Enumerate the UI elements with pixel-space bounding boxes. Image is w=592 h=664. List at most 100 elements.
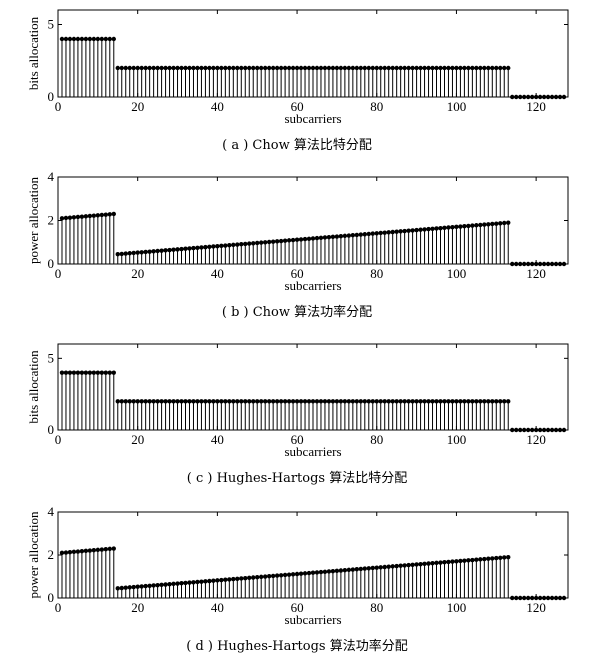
stem-marker <box>438 560 443 565</box>
stem-marker <box>462 399 467 404</box>
stem-marker <box>366 566 371 571</box>
stem-marker <box>446 225 451 230</box>
stem-marker <box>243 575 248 581</box>
stem-marker <box>462 224 467 229</box>
stem-marker <box>442 560 447 565</box>
stem-marker <box>354 232 360 238</box>
stem-marker <box>91 36 97 42</box>
stem-marker <box>474 557 479 562</box>
subplot-caption: ( a ) Chow 算法比特分配 <box>222 138 372 153</box>
stem-marker <box>354 399 360 404</box>
stem-marker <box>223 243 228 248</box>
stem-marker <box>298 237 304 242</box>
stem-marker <box>159 248 164 253</box>
stem-marker <box>486 222 491 227</box>
stem-marker <box>557 595 563 601</box>
stem-marker <box>143 399 148 404</box>
y-axis-label: power allocation <box>26 177 41 264</box>
stem-marker <box>418 561 423 567</box>
x-tick-label: 0 <box>55 99 62 114</box>
stem-marker <box>71 549 77 555</box>
stem-marker <box>322 569 328 574</box>
stem-marker <box>175 399 180 404</box>
stem-marker <box>211 399 216 404</box>
stem-marker <box>382 564 387 570</box>
stem-marker <box>374 65 379 71</box>
stem-marker <box>286 399 292 404</box>
stem-marker <box>95 213 101 218</box>
stem-marker <box>318 399 324 404</box>
stem-marker <box>374 399 379 404</box>
stem-marker <box>207 399 212 404</box>
stem-marker <box>103 370 109 375</box>
stem-marker <box>458 224 463 229</box>
stem-marker <box>402 563 407 568</box>
stem-marker <box>119 65 124 71</box>
stem-marker <box>478 65 483 71</box>
stem-marker <box>422 561 427 567</box>
y-axis-label: power allocation <box>26 511 41 598</box>
stem-marker <box>322 65 328 71</box>
stem-marker <box>115 586 120 591</box>
stem-marker <box>466 223 471 229</box>
stem-marker <box>87 36 93 42</box>
x-tick-label: 20 <box>131 266 144 281</box>
y-tick-label: 5 <box>48 17 55 32</box>
stem-marker <box>239 576 244 581</box>
stem-marker <box>434 65 439 71</box>
stem-marker <box>155 65 160 71</box>
stem-marker <box>557 261 563 267</box>
x-axis-label: subcarriers <box>284 612 341 627</box>
stem-marker <box>111 36 116 42</box>
stem-marker <box>278 573 284 578</box>
stem-marker <box>123 65 128 71</box>
stem-marker <box>239 65 244 71</box>
stem-marker <box>514 261 519 267</box>
stem-marker <box>298 399 304 404</box>
stem-marker <box>426 226 431 232</box>
stem-marker <box>394 65 399 71</box>
stem-marker <box>498 65 503 71</box>
stem-marker <box>286 65 292 71</box>
stem-marker <box>91 213 97 218</box>
stem-marker <box>390 65 395 71</box>
stem-marker <box>446 559 451 565</box>
stem-marker <box>310 236 316 241</box>
stem-marker <box>506 554 511 560</box>
stem-marker <box>262 240 268 245</box>
stem-marker <box>506 65 511 71</box>
stem-marker <box>458 65 463 71</box>
stem-marker <box>506 399 511 404</box>
y-tick-label: 0 <box>48 590 55 605</box>
subplot-caption: ( d ) Hughes-Hartogs 算法功率分配 <box>186 638 408 654</box>
stem-marker <box>406 562 411 568</box>
stem-marker <box>370 399 375 404</box>
stem-marker <box>203 579 208 584</box>
stem-marker <box>486 399 491 404</box>
stem-marker <box>366 231 371 237</box>
stem-marker <box>338 233 344 239</box>
stem-marker <box>171 399 176 404</box>
stem-marker <box>119 399 124 404</box>
stem-marker <box>290 237 296 243</box>
stem-marker <box>215 65 220 71</box>
stem-marker <box>474 223 479 228</box>
stem-marker <box>330 399 336 404</box>
stem-marker <box>430 65 435 71</box>
stem-marker <box>306 65 312 71</box>
stem-marker <box>155 248 160 254</box>
stem-marker <box>418 65 423 71</box>
stem-marker <box>302 571 308 576</box>
stem-marker <box>390 564 395 569</box>
subplot-d: 0 20 40 60 80 100 120 0 2 4 subcarriers power alloc… <box>26 504 569 654</box>
stem-marker <box>251 65 256 71</box>
stem-marker <box>318 569 324 575</box>
stem-marker <box>115 399 120 404</box>
stem-marker <box>167 65 172 71</box>
stem-marker <box>378 230 383 236</box>
y-tick-label: 0 <box>48 256 55 271</box>
stem-marker <box>191 399 196 404</box>
stem-marker <box>470 399 475 404</box>
stem-marker <box>231 65 236 71</box>
